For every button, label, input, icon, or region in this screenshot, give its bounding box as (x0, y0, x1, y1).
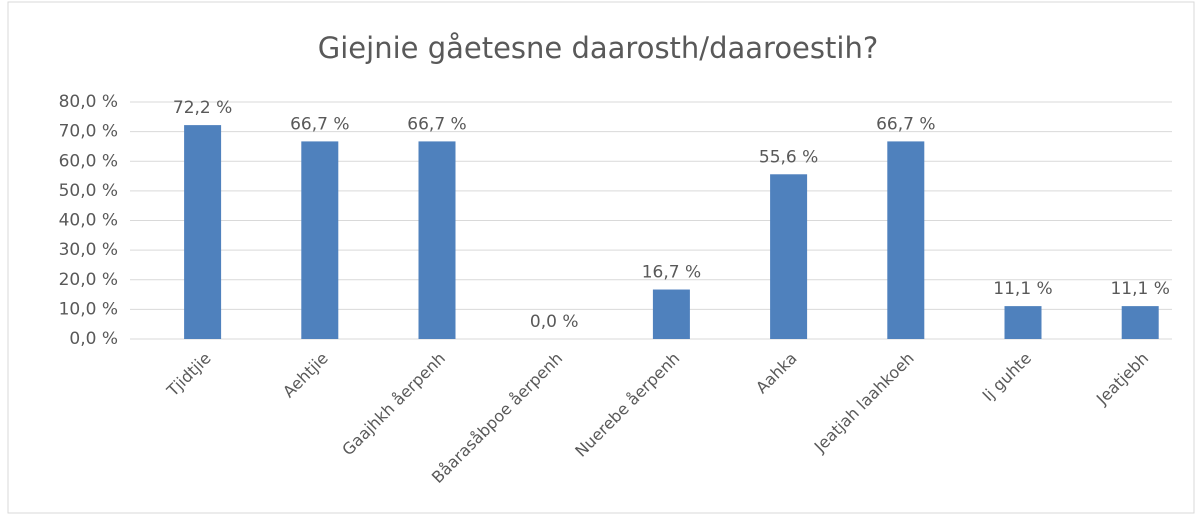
data-label: 0,0 % (530, 312, 579, 332)
data-label: 11,1 % (993, 279, 1052, 299)
data-label: 66,7 % (407, 114, 466, 134)
bar (770, 174, 808, 339)
y-tick-label: 60,0 % (59, 151, 118, 171)
data-label: 72,2 % (173, 98, 232, 118)
y-tick-label: 20,0 % (59, 270, 118, 290)
y-tick-label: 70,0 % (59, 122, 118, 142)
bar (1121, 306, 1159, 339)
y-tick-label: 10,0 % (59, 299, 118, 319)
data-label: 66,7 % (876, 114, 935, 134)
data-label: 11,1 % (1110, 279, 1169, 299)
y-tick-label: 40,0 % (59, 211, 118, 231)
y-tick-label: 0,0 % (69, 329, 118, 349)
chart-title: Giejnie gåetesne daarosth/daaroestih? (318, 31, 878, 65)
bar (418, 141, 456, 339)
y-tick-label: 80,0 % (59, 92, 118, 112)
data-label: 66,7 % (290, 114, 349, 134)
y-tick-label: 30,0 % (59, 240, 118, 260)
bar (652, 289, 690, 339)
data-label: 55,6 % (759, 147, 818, 167)
data-label: 16,7 % (642, 263, 701, 283)
bar (301, 141, 339, 339)
bar (184, 125, 222, 339)
bar (887, 141, 925, 339)
y-tick-label: 50,0 % (59, 181, 118, 201)
bar (1004, 306, 1042, 339)
